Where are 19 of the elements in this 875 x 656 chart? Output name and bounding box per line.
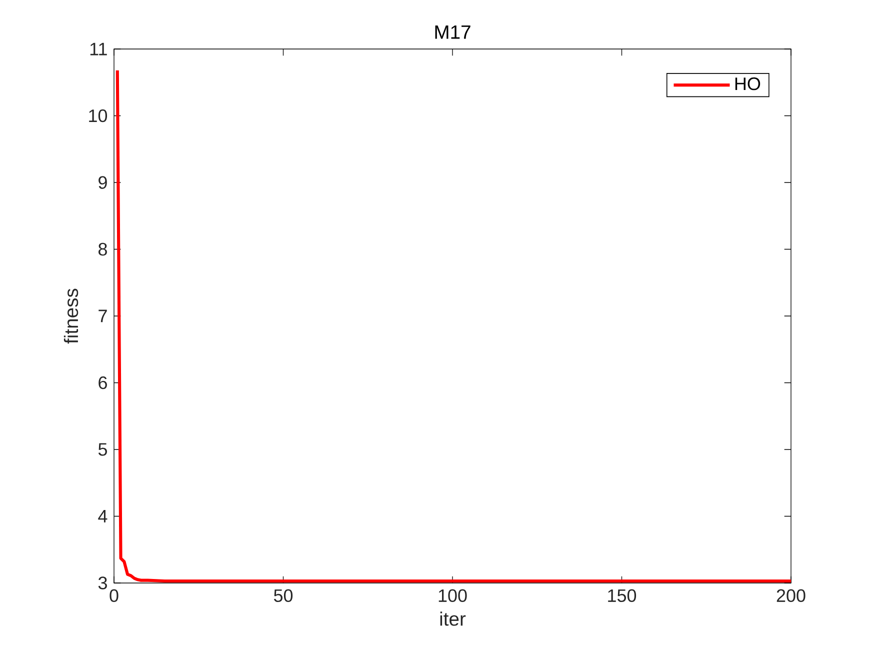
legend-label: HO <box>735 77 760 90</box>
x-tick-label: 100 <box>438 589 467 602</box>
y-tick-label: 3 <box>98 576 107 590</box>
x-tick-label: 150 <box>608 589 636 602</box>
y-tick-label: 10 <box>89 109 108 122</box>
line-series <box>116 68 791 583</box>
x-tick-label: 0 <box>110 589 118 602</box>
x-tick-label: 50 <box>274 589 293 602</box>
x-tick-label: 200 <box>776 589 806 602</box>
y-tick-label: 11 <box>90 42 107 56</box>
y-tick-label: 9 <box>98 176 107 189</box>
y-tick-label: 8 <box>98 242 107 256</box>
y-tick-label: 7 <box>98 310 107 322</box>
y-tick-label: 4 <box>98 510 108 522</box>
chart-title: M17 <box>435 25 470 39</box>
y-tick-label: 6 <box>98 376 107 390</box>
y-tick-label: 5 <box>98 443 107 456</box>
x-axis-title: iter <box>440 612 466 626</box>
y-axis-title: fitness <box>64 288 78 344</box>
